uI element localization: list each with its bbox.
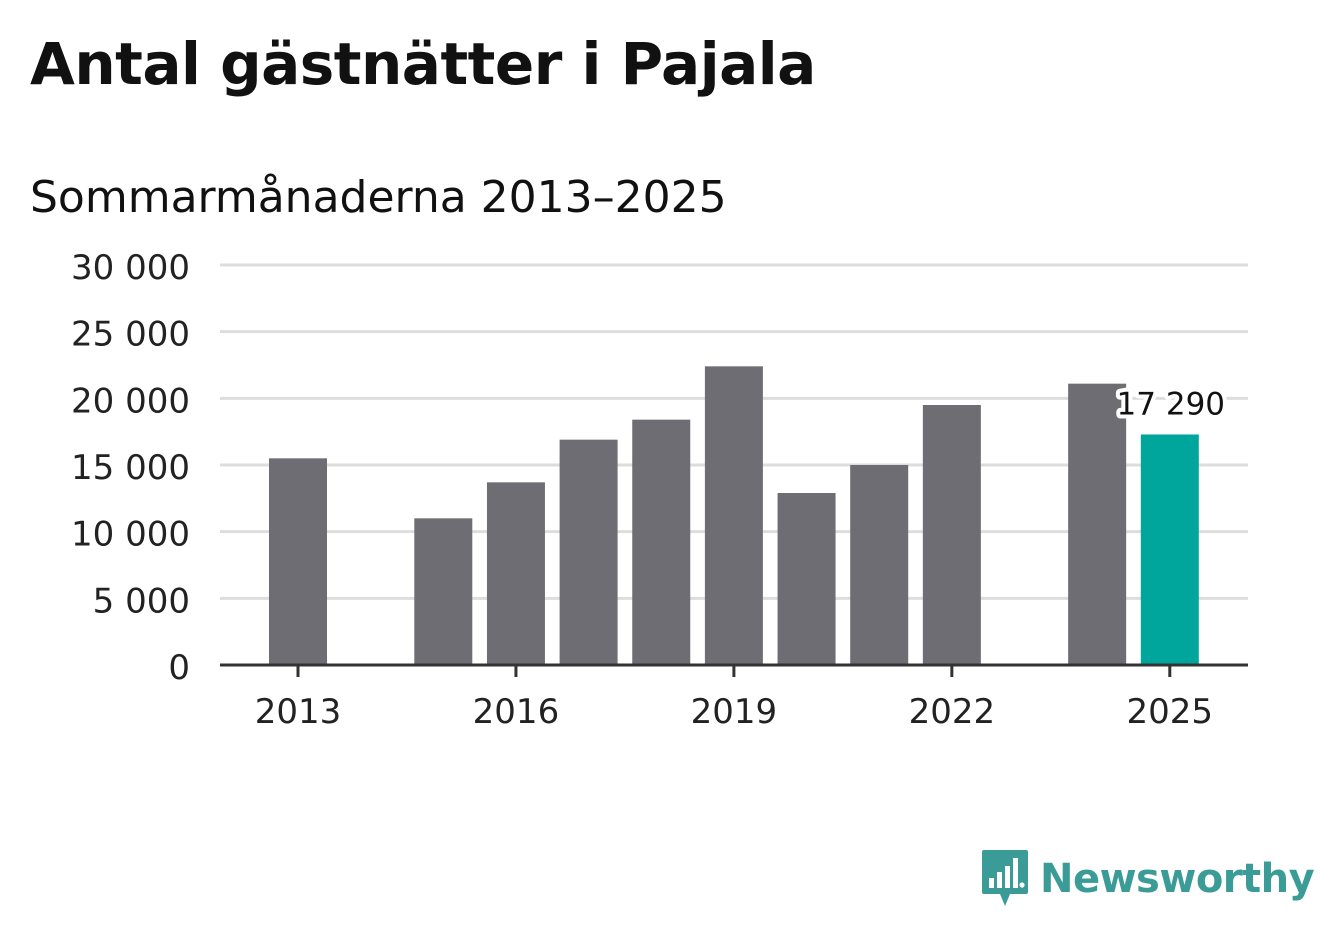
y-tick-label: 0 [168, 648, 190, 688]
y-axis-ticks: 0 5 000 10 000 15 000 20 000 25 000 30 000 [71, 248, 190, 688]
y-tick-label: 15 000 [71, 448, 190, 488]
chart-title: Antal gästnätter i Pajala [30, 30, 816, 98]
bar-2024 [1068, 383, 1127, 665]
bar-2021 [850, 465, 909, 665]
y-tick-label: 30 000 [71, 248, 190, 288]
x-tick-label: 2016 [473, 692, 560, 732]
y-tick-label: 10 000 [71, 515, 190, 555]
newsworthy-logo-text: Newsworthy [1040, 856, 1315, 902]
bar-2022 [922, 405, 981, 665]
bars [269, 366, 1199, 665]
y-tick-label: 25 000 [71, 315, 190, 355]
x-tick-label: 2025 [1127, 692, 1214, 732]
y-tick-label: 20 000 [71, 381, 190, 421]
bar-2020 [777, 493, 836, 665]
bar-2025 [1140, 434, 1199, 665]
bar-2019 [704, 366, 763, 665]
x-axis-ticks: 2013 2016 2019 2022 2025 [255, 665, 1213, 732]
bar-2013 [269, 458, 327, 665]
bar-2018 [632, 419, 691, 665]
y-tick-label: 5 000 [93, 581, 190, 621]
newsworthy-logo: Newsworthy [980, 848, 1315, 910]
bar-2015 [414, 518, 473, 665]
bar-2017 [559, 439, 618, 665]
x-tick-label: 2022 [909, 692, 996, 732]
bar-2016 [486, 482, 545, 665]
chart-subtitle: Sommarmånaderna 2013–2025 [30, 172, 727, 223]
x-tick-label: 2019 [691, 692, 778, 732]
data-label-halo: 17 290 [1117, 386, 1225, 422]
x-tick-label: 2013 [255, 692, 342, 732]
newsworthy-logo-icon [982, 850, 1028, 906]
data-label-2025: 17 290 [1117, 386, 1225, 422]
